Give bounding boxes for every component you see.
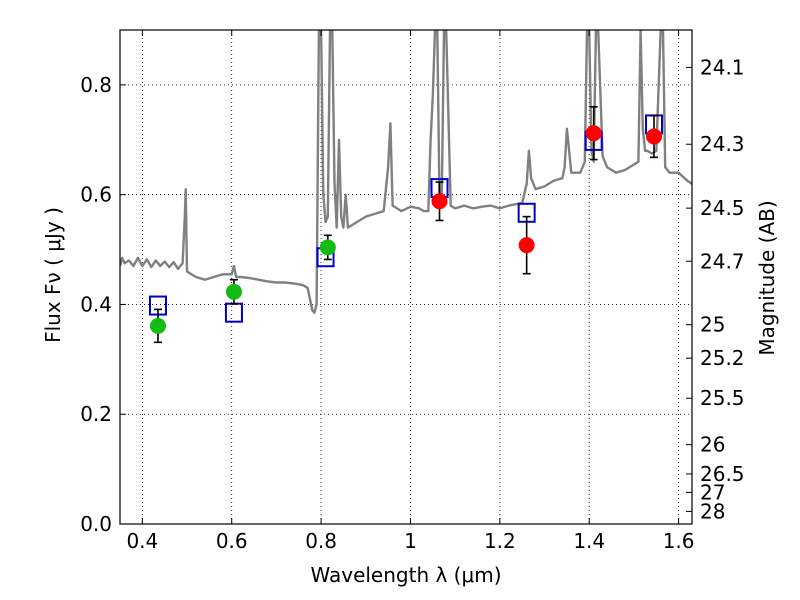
x-tick-label: 1 xyxy=(404,529,417,553)
x-tick-label: 0.8 xyxy=(305,529,337,553)
y-tick-label: 0.6 xyxy=(80,183,112,207)
y2-tick-label: 24.1 xyxy=(700,55,745,79)
green-data-point xyxy=(319,239,336,256)
spectrum-line xyxy=(120,30,692,314)
y2-axis-label: Magnitude (AB) xyxy=(755,200,779,355)
y2-tick-label: 26.5 xyxy=(700,462,745,486)
green-data-point xyxy=(149,317,166,334)
red-data-point xyxy=(518,237,535,254)
points-layer xyxy=(148,106,664,344)
y2-tick-label: 28 xyxy=(700,499,725,523)
x-tick-label: 0.6 xyxy=(216,529,248,553)
x-tick-label: 1.2 xyxy=(484,529,516,553)
y2-tick-label: 24.5 xyxy=(700,196,745,220)
plot-frame xyxy=(119,29,693,525)
x-axis-label: Wavelength λ (μm) xyxy=(310,563,501,587)
y2-tick-label: 24.7 xyxy=(700,249,745,273)
spectrum-layer xyxy=(120,30,692,314)
model-square-point xyxy=(224,302,243,323)
x-tick-label: 1.6 xyxy=(663,529,695,553)
red-data-point xyxy=(431,193,448,210)
red-data-point xyxy=(646,128,663,145)
x-tick-label: 1.4 xyxy=(573,529,605,553)
ticks: 0.4 0.6 0.8 1 1.2 1.4 1.6 0.0 0.2 0.4 0.6 0.8 24.1 24… xyxy=(80,30,745,553)
y2-tick-label: 27 xyxy=(700,480,725,504)
y2-tick-label: 24.3 xyxy=(700,132,745,156)
y2-tick-label: 25 xyxy=(700,313,725,337)
green-data-point xyxy=(225,283,242,300)
y2-tick-label: 26 xyxy=(700,433,725,457)
y-axis-label: Flux Fν ( μJy ) xyxy=(41,207,65,343)
red-data-point xyxy=(585,125,602,142)
y2-tick-label: 25.5 xyxy=(700,386,745,410)
grid xyxy=(120,30,692,525)
y2-tick-label: 25.2 xyxy=(700,346,745,370)
y-tick-label: 0.2 xyxy=(80,402,112,426)
y-tick-label: 0.0 xyxy=(80,512,112,536)
y-tick-label: 0.8 xyxy=(80,73,112,97)
y-tick-label: 0.4 xyxy=(80,292,112,316)
x-tick-label: 0.4 xyxy=(126,529,158,553)
